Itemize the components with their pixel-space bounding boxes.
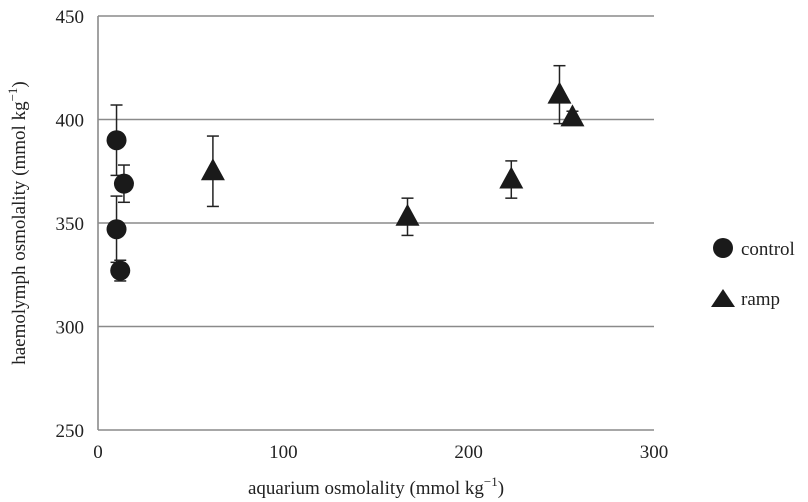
y-tick-label: 350 (56, 214, 85, 235)
data-point-ramp-1 (395, 203, 420, 226)
x-tick-label: 200 (454, 442, 483, 463)
data-point-ramp-0 (200, 158, 225, 181)
x-tick-label: 0 (93, 442, 103, 463)
data-point-ramp-2 (499, 166, 524, 189)
y-tick-label: 450 (56, 7, 85, 28)
data-point-ramp-4 (560, 104, 585, 127)
legend: control ramp (711, 238, 795, 310)
y-tick-label: 400 (56, 111, 85, 132)
grid-layer (98, 15, 654, 431)
y-axis-title: haemolymph osmolality (mmol kg−1) (5, 81, 30, 365)
data-point-control-1 (106, 219, 127, 240)
x-axis-title: aquarium osmolality (mmol kg−1) (248, 474, 504, 499)
x-tick-label: 100 (269, 442, 298, 463)
data-point-ramp-3 (547, 81, 572, 104)
data-point-control-3 (110, 260, 131, 281)
tick-label-layer: 250 300 350 400 450 0 100 200 300 (56, 7, 669, 463)
data-point-control-0 (106, 130, 127, 151)
legend-label-ramp: ramp (741, 289, 780, 310)
legend-label-control: control (741, 239, 795, 260)
data-point-control-2 (113, 173, 134, 194)
x-tick-label: 300 (640, 442, 669, 463)
y-tick-label: 300 (56, 318, 85, 339)
legend-marker-control (713, 238, 733, 258)
legend-marker-ramp (711, 289, 735, 307)
data-point-layer (106, 81, 585, 281)
y-tick-label: 250 (56, 421, 85, 442)
